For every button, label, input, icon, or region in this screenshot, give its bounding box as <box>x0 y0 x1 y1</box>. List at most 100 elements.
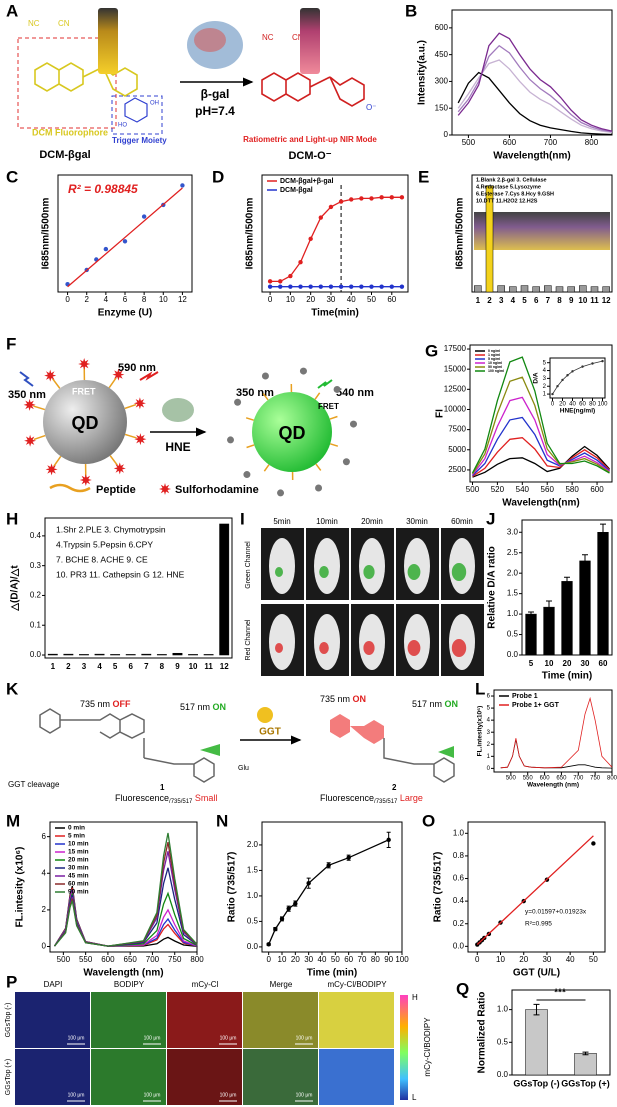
legend-label: 100 ng/ml <box>488 369 504 373</box>
x-tick-label: 10 <box>578 296 587 305</box>
vial-photo-strip <box>474 212 610 250</box>
marker <box>267 279 273 284</box>
y-tick-label: 0.2 <box>30 591 42 600</box>
panel-letter: A <box>6 1 18 20</box>
x-tick-label: 40 <box>569 402 576 408</box>
bar <box>219 523 230 656</box>
series-line <box>54 832 198 947</box>
series-line <box>457 59 613 133</box>
error-bar <box>266 942 271 946</box>
cleaved-dye <box>333 385 341 393</box>
x-tick-label: 100 <box>395 955 409 964</box>
y-tick-label: 3 <box>487 730 491 736</box>
x-tick-label: 30 <box>581 659 590 668</box>
mouse-silhouette <box>269 614 295 670</box>
peptide <box>53 455 62 467</box>
x-tick-label: 9 <box>175 662 180 671</box>
bar <box>203 654 214 656</box>
sulforhodamine <box>159 483 171 495</box>
y-axis-title: Intensity(a.u.) <box>417 40 428 105</box>
y-tick-label: 0.0 <box>247 942 259 951</box>
y-tick-label: 0.4 <box>30 531 42 540</box>
marker <box>601 359 604 363</box>
y-tick-label: 5 <box>543 360 547 366</box>
y-tick-label: 0.0 <box>507 650 519 659</box>
y-tick-label: 600 <box>435 23 449 32</box>
panel-letter: H <box>6 509 18 528</box>
y-tick-label: 1.0 <box>507 609 519 618</box>
x-tick-label: 550 <box>79 955 93 964</box>
marker <box>338 199 344 204</box>
bar <box>125 654 136 656</box>
excitation-label: 350 nm <box>236 387 274 399</box>
y-tick-label: 6 <box>42 832 47 841</box>
x-tick-label: 800 <box>190 955 204 964</box>
legend-label: 90 min <box>68 889 89 896</box>
annotation: 7. BCHE 8. ACHE 9. CE <box>56 554 148 564</box>
peptide <box>329 443 339 447</box>
x-tick-label: 40 <box>318 955 327 964</box>
peptide <box>263 464 270 472</box>
ph-label: pH=7.4 <box>195 104 235 118</box>
bar <box>602 286 610 293</box>
x-tick-label: 5 <box>522 296 527 305</box>
emission-label: 590 nm <box>118 362 156 374</box>
y-tick-label: 2 <box>487 742 491 748</box>
x-tick-label: 40 <box>347 295 356 304</box>
panel-letter: P <box>6 972 17 991</box>
vial-photo <box>300 8 320 74</box>
plot-frame <box>467 821 606 953</box>
probe-name: DCM-βgal <box>39 149 90 161</box>
x-tick-label: 4 <box>97 662 102 671</box>
scale-label: 100 μm <box>68 1092 85 1098</box>
series-line <box>457 32 613 132</box>
x-tick-label: 500 <box>466 485 480 494</box>
x-tick-label: 0 <box>268 295 273 304</box>
plot-frame <box>49 821 198 953</box>
panel-letter: G <box>425 341 438 360</box>
marker <box>349 197 354 202</box>
colorbar-label: mCy-Cl/BODIPY <box>423 1017 432 1077</box>
peptide <box>124 403 137 410</box>
legend-label: 60 min <box>68 881 89 888</box>
legend-label: 5 ng/ml <box>488 357 500 361</box>
signal-spot <box>319 642 329 654</box>
marker <box>591 362 594 365</box>
x-tick-label: 3 <box>499 296 504 305</box>
peptide-icon <box>49 483 91 493</box>
y-tick-label: 150 <box>435 103 449 112</box>
probe1-structure <box>39 708 215 783</box>
vial-photo <box>98 8 118 74</box>
y-tick-label: 5 <box>487 706 491 712</box>
marker <box>288 273 293 279</box>
series-line <box>472 416 610 477</box>
legend-label: DCM-βgal+β-gal <box>280 178 334 185</box>
x-tick-label: 11 <box>590 296 599 305</box>
x-tick-label: 2 <box>84 295 89 304</box>
legend-label: 15 min <box>68 849 89 856</box>
state-label: ON <box>353 694 367 704</box>
bar <box>509 286 517 293</box>
y-tick-label: 0.0 <box>497 1070 509 1079</box>
bodipy-core <box>200 744 220 756</box>
error-bar <box>346 854 351 861</box>
qd-label: QD <box>279 423 306 443</box>
mouse-silhouette <box>314 538 340 594</box>
x-tick-label: 0 <box>266 955 271 964</box>
excitation-label: 350 nm <box>8 389 46 401</box>
x-tick-label: 7 <box>546 296 551 305</box>
column-label: BODIPY <box>114 980 145 989</box>
scale-label: 100 μm <box>220 1035 237 1041</box>
x-tick-label: 3 <box>82 662 87 671</box>
x-tick-label: 800 <box>607 776 617 782</box>
bar <box>567 286 575 293</box>
peptide <box>329 415 338 420</box>
x-tick-label: 50 <box>331 955 340 964</box>
bar <box>597 532 609 656</box>
bar <box>543 606 555 656</box>
x-tick-label: 700 <box>573 776 584 782</box>
x-tick-label: 60 <box>387 295 396 304</box>
svg-text:Fluorescence/735/517 Large: Fluorescence/735/517 Large <box>320 793 423 805</box>
x-tick-label: 12 <box>178 295 187 304</box>
x-tick-label: 11 <box>204 662 213 671</box>
